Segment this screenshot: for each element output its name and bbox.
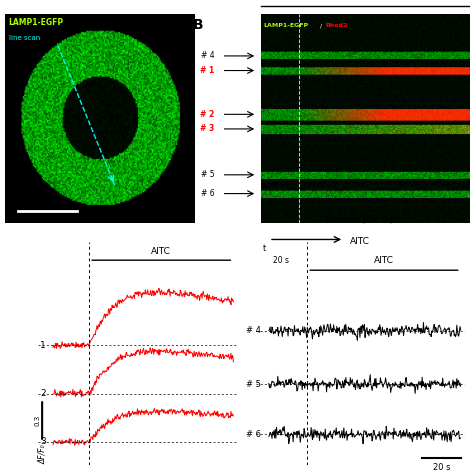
Text: 20 s: 20 s — [273, 256, 289, 265]
Text: line scan: line scan — [9, 35, 40, 41]
Text: B: B — [193, 18, 204, 32]
Text: AITC: AITC — [151, 247, 171, 256]
Text: # 4: # 4 — [201, 52, 214, 60]
Text: # 6: # 6 — [201, 189, 214, 198]
Text: LAMP1-coupled [Ca$^{2+}$]$_i$: LAMP1-coupled [Ca$^{2+}$]$_i$ — [86, 212, 197, 226]
Text: # 5: # 5 — [201, 170, 214, 179]
Text: Control [Ca$^{2+}$]$_i$: Control [Ca$^{2+}$]$_i$ — [324, 213, 396, 226]
Text: /: / — [320, 23, 322, 28]
Text: 20 s: 20 s — [433, 463, 450, 472]
Text: t: t — [263, 244, 266, 253]
Text: LAMP1-EGFP: LAMP1-EGFP — [9, 18, 64, 27]
Text: 3: 3 — [40, 438, 46, 447]
Text: 0.3: 0.3 — [35, 415, 41, 426]
Text: 2: 2 — [40, 389, 46, 398]
Text: # 2: # 2 — [200, 110, 214, 119]
Text: ΔF/F₀: ΔF/F₀ — [38, 445, 47, 464]
Text: # 5: # 5 — [246, 380, 261, 389]
Text: # 4: # 4 — [246, 326, 261, 335]
Text: AITC: AITC — [350, 237, 370, 246]
Text: LAMP1-EGFP: LAMP1-EGFP — [263, 23, 308, 28]
Text: AITC: AITC — [374, 256, 394, 265]
Text: # 1: # 1 — [200, 66, 214, 75]
Text: # 6: # 6 — [246, 430, 261, 439]
Text: 1: 1 — [40, 341, 46, 350]
Text: Rhod2: Rhod2 — [326, 23, 348, 28]
Text: # 3: # 3 — [200, 125, 214, 133]
